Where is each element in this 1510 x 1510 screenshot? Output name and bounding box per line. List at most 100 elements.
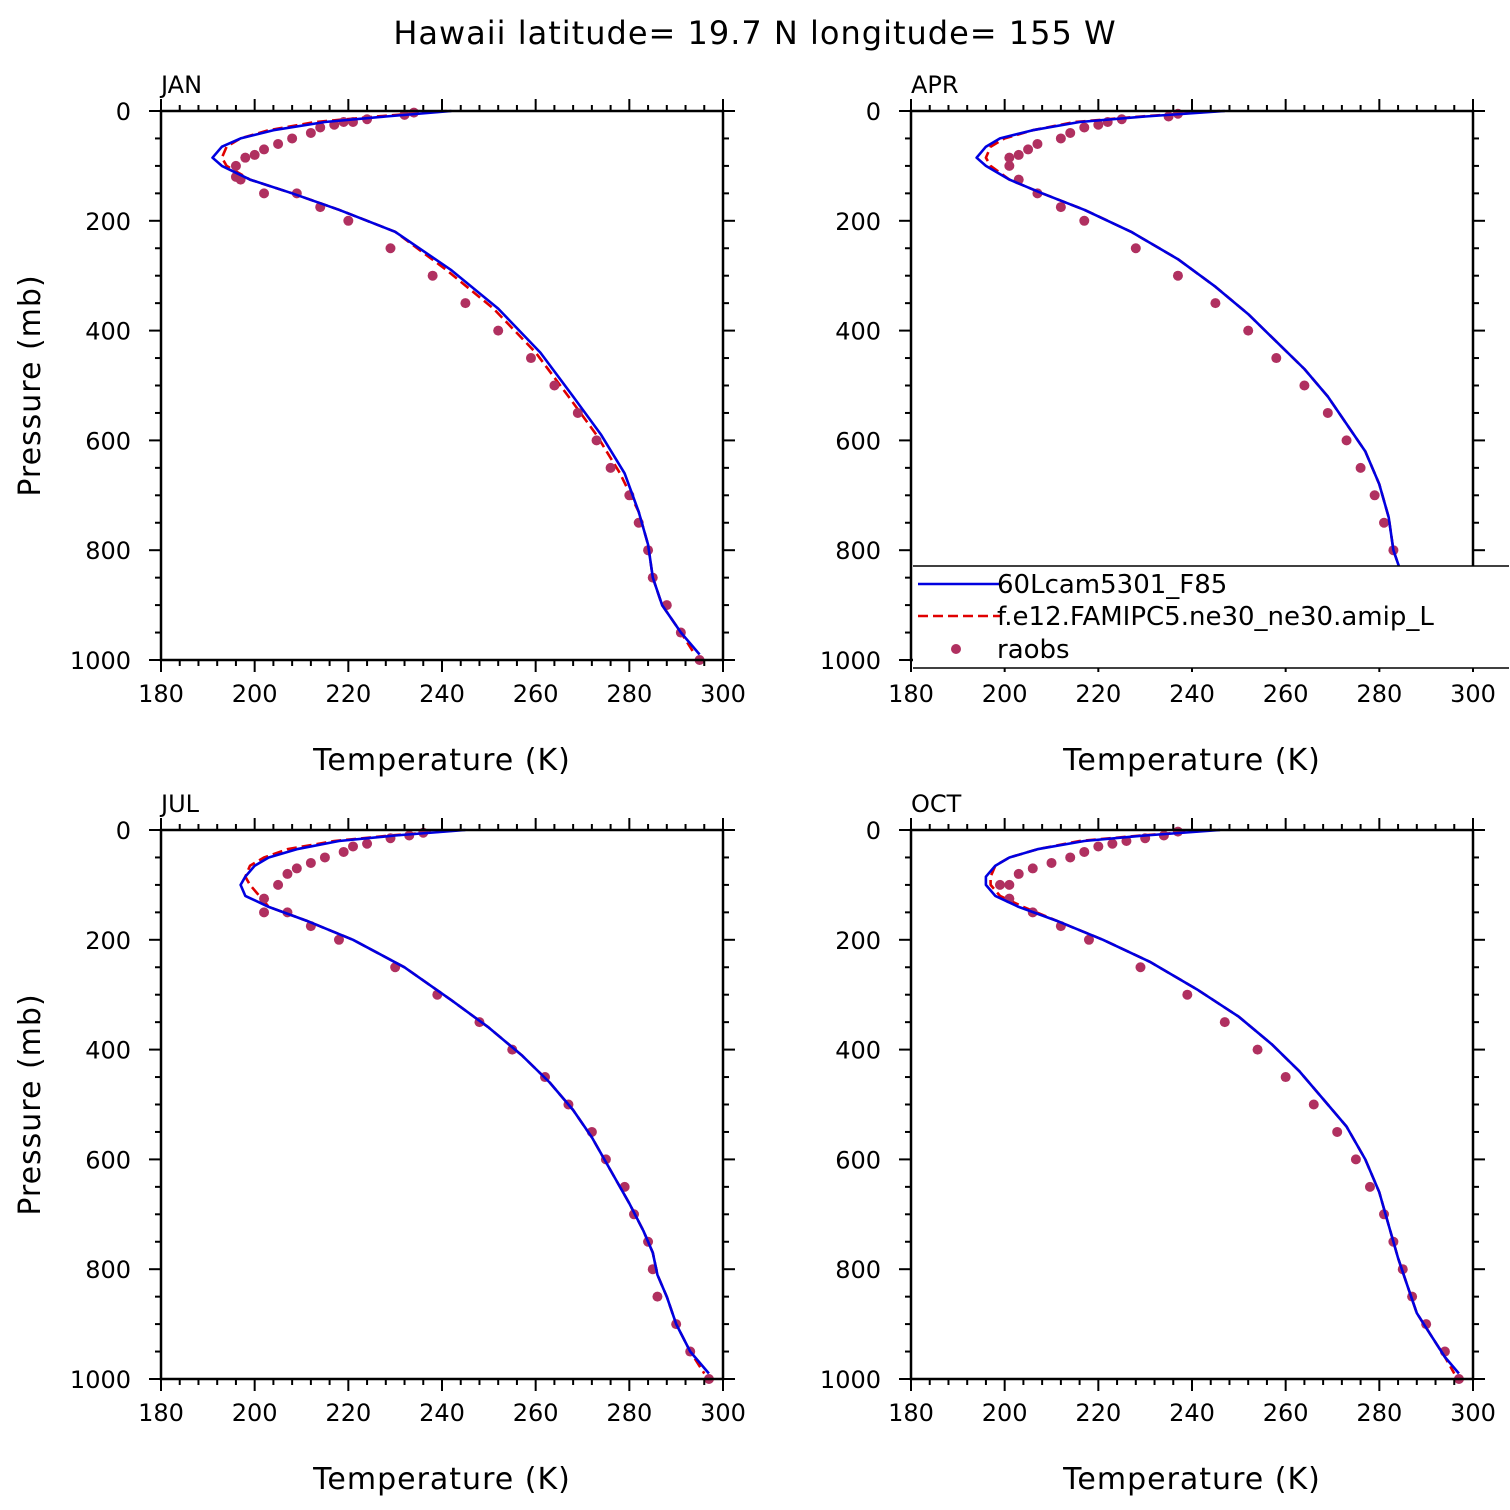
- raobs-point: [259, 144, 270, 155]
- raobs-point: [1130, 243, 1141, 254]
- series-line-model-1: [211, 109, 701, 656]
- raobs-point: [362, 838, 373, 849]
- raobs-point: [348, 841, 359, 852]
- raobs-point: [1093, 119, 1104, 130]
- x-tick-label: 220: [1075, 680, 1121, 708]
- legend-marker-raobs: [951, 644, 961, 654]
- raobs-point: [1055, 133, 1066, 144]
- plot-frame: [159, 828, 725, 1381]
- y-tick-label: 800: [85, 537, 131, 565]
- raobs-point: [319, 852, 330, 863]
- raobs-point: [1093, 841, 1104, 852]
- x-tick-label: 220: [325, 1399, 371, 1427]
- raobs-point: [1280, 1072, 1291, 1083]
- x-tick-label: 300: [700, 1399, 746, 1427]
- raobs-point: [994, 879, 1005, 890]
- x-tick-label: 260: [513, 680, 559, 708]
- raobs-point: [259, 893, 270, 904]
- raobs-point: [1210, 298, 1221, 309]
- y-tick-label: 0: [866, 98, 881, 126]
- x-tick-label: 180: [888, 1399, 934, 1427]
- legend-entry-label: f.e12.FAMIPC5.ne30_ne30.amip_L: [997, 602, 1434, 632]
- raobs-point: [1013, 868, 1024, 879]
- x-tick-label: 240: [1169, 1399, 1215, 1427]
- x-tick-label: 200: [982, 1399, 1028, 1427]
- raobs-point: [287, 133, 298, 144]
- raobs-point: [259, 907, 270, 918]
- raobs-point: [1135, 962, 1146, 973]
- raobs-point: [338, 846, 349, 857]
- x-tick-label: 260: [513, 1399, 559, 1427]
- raobs-point: [1172, 270, 1183, 281]
- raobs-point: [1252, 1044, 1263, 1055]
- x-tick-label: 200: [982, 680, 1028, 708]
- x-tick-label: 280: [1356, 1399, 1402, 1427]
- raobs-point: [605, 462, 616, 473]
- raobs-point: [507, 1044, 518, 1055]
- raobs-point: [1107, 838, 1118, 849]
- y-tick-label: 0: [866, 817, 881, 845]
- raobs-point: [315, 122, 326, 133]
- raobs-point: [259, 188, 270, 199]
- panel-oct: OCT 180 200 220 240 260 280 300 0 200 400 600 800 100…: [820, 790, 1496, 1497]
- x-tick-label: 280: [606, 1399, 652, 1427]
- raobs-point: [333, 934, 344, 945]
- x-tick-label: 260: [1263, 1399, 1309, 1427]
- series-line-model-1: [975, 109, 1451, 656]
- raobs-point: [1332, 1126, 1343, 1137]
- x-tick-label: 240: [419, 1399, 465, 1427]
- y-tick-label: 1000: [70, 647, 131, 675]
- raobs-point: [1079, 215, 1090, 226]
- raobs-point: [1355, 462, 1366, 473]
- raobs-point: [1013, 149, 1024, 160]
- raobs-point: [1299, 380, 1310, 391]
- y-tick-label: 600: [85, 427, 131, 455]
- y-tick-label: 400: [835, 1037, 881, 1065]
- panel-label: APR: [911, 71, 959, 99]
- y-tick-label: 800: [85, 1256, 131, 1284]
- panel-label: JUL: [159, 790, 200, 818]
- raobs-point: [338, 116, 349, 127]
- raobs-point: [1027, 863, 1038, 874]
- panel-label: OCT: [911, 790, 962, 818]
- y-tick-label: 1000: [820, 647, 881, 675]
- y-tick-label: 400: [85, 1037, 131, 1065]
- x-tick-label: 180: [138, 680, 184, 708]
- panel-apr: APR 180 200 220 240 260 280 300 0 200 400 600 800 100…: [820, 71, 1510, 778]
- raobs-point: [282, 868, 293, 879]
- x-axis-label: Temperature (K): [1062, 1462, 1321, 1497]
- raobs-point: [273, 138, 284, 149]
- raobs-point: [240, 152, 251, 163]
- x-tick-label: 200: [232, 680, 278, 708]
- raobs-point: [1079, 846, 1090, 857]
- legend-entry-label: raobs: [997, 635, 1070, 665]
- y-tick-label: 600: [835, 427, 881, 455]
- y-tick-label: 1000: [70, 1366, 131, 1394]
- raobs-point: [1350, 1154, 1361, 1165]
- raobs-point: [1065, 127, 1076, 138]
- raobs-point: [1182, 989, 1193, 1000]
- y-tick-label: 1000: [820, 1366, 881, 1394]
- raobs-point: [1341, 435, 1352, 446]
- y-tick-label: 600: [85, 1146, 131, 1174]
- x-tick-label: 180: [138, 1399, 184, 1427]
- raobs-point: [1364, 1181, 1375, 1192]
- y-tick-label: 400: [85, 318, 131, 346]
- raobs-point: [525, 353, 536, 364]
- x-tick-label: 220: [325, 680, 371, 708]
- x-tick-label: 300: [1450, 1399, 1496, 1427]
- y-tick-label: 600: [835, 1146, 881, 1174]
- x-tick-label: 240: [419, 680, 465, 708]
- x-tick-label: 200: [232, 1399, 278, 1427]
- raobs-point: [1079, 122, 1090, 133]
- x-tick-label: 300: [700, 680, 746, 708]
- y-tick-label: 800: [835, 1256, 881, 1284]
- series-line-model-1: [239, 828, 710, 1375]
- legend-entry-label: 60Lcam5301_F85: [997, 570, 1227, 600]
- raobs-point: [1322, 407, 1333, 418]
- y-tick-label: 0: [116, 817, 131, 845]
- x-tick-label: 240: [1169, 680, 1215, 708]
- plot-area: [984, 826, 1464, 1384]
- y-tick-label: 200: [85, 927, 131, 955]
- x-tick-label: 260: [1263, 680, 1309, 708]
